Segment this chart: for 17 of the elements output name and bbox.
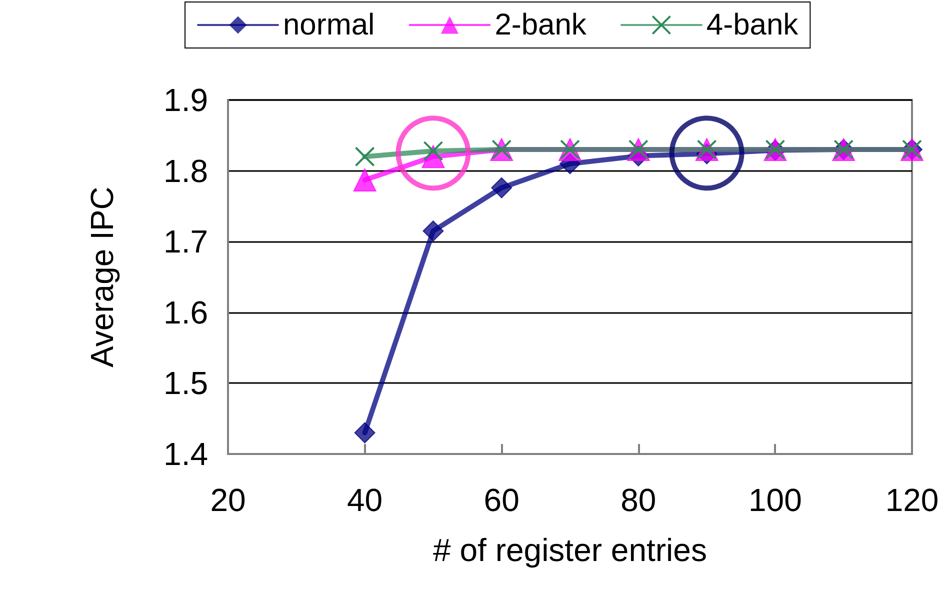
y-axis-title: Average IPC bbox=[84, 186, 120, 368]
x-tick-label: 20 bbox=[210, 482, 246, 518]
x-tick-label: 100 bbox=[748, 482, 802, 518]
y-tick-label: 1.7 bbox=[164, 224, 208, 260]
x-axis-title: # of register entries bbox=[433, 532, 707, 568]
y-tick-label: 1.5 bbox=[164, 365, 208, 402]
legend-label: 2-bank bbox=[494, 8, 588, 42]
x-tick-label: 60 bbox=[484, 482, 520, 518]
legend-label: 4-bank bbox=[706, 8, 800, 42]
x-tick-label: 80 bbox=[620, 482, 656, 518]
legend-label: normal bbox=[283, 8, 375, 42]
x-tick-label: 120 bbox=[885, 482, 939, 518]
x-tick-label: 40 bbox=[347, 482, 383, 518]
y-tick-label: 1.8 bbox=[164, 152, 208, 189]
y-tick-label: 1.9 bbox=[164, 82, 208, 118]
y-tick-label: 1.6 bbox=[164, 294, 208, 330]
y-tick-label: 1.4 bbox=[164, 436, 208, 472]
